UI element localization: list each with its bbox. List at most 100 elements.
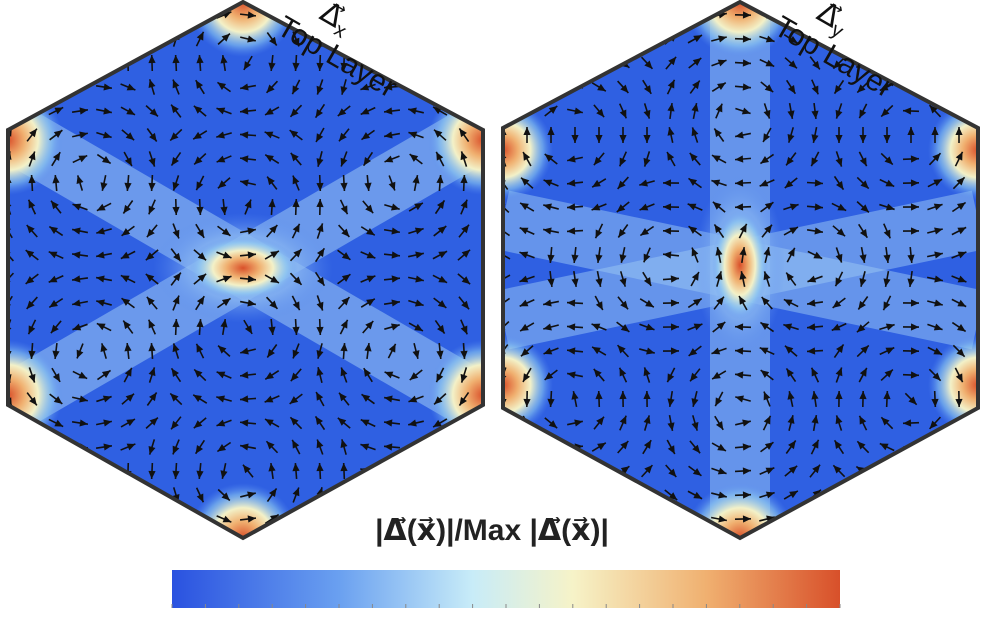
field-arrow-head (739, 223, 747, 233)
field-arrow-head (126, 107, 136, 115)
field-arrow-shaft (615, 11, 631, 19)
field-arrow-head (884, 156, 893, 165)
field-arrow-head (523, 152, 531, 161)
field-arrow-shaft (24, 11, 40, 19)
field-arrow-head (30, 35, 40, 43)
field-arrow-shaft (95, 61, 113, 65)
field-arrow-head (807, 323, 816, 331)
field-arrow-shaft (8, 465, 15, 477)
field-arrow-head (789, 490, 798, 499)
field-arrow-shaft (615, 515, 631, 523)
field-arrow-shaft (364, 511, 372, 527)
field-arrow-head (742, 59, 751, 67)
field-arrow-head (763, 415, 771, 425)
field-arrow-head (247, 227, 256, 235)
field-arrow-head (340, 205, 348, 215)
field-arrow-head (787, 110, 795, 119)
field-arrow-head (100, 343, 108, 352)
field-arrow-shaft (432, 36, 448, 42)
field-arrow-head (292, 301, 300, 311)
field-arrow-head (436, 175, 444, 184)
field-arrow-shaft (407, 493, 425, 497)
field-arrow-head (814, 203, 823, 211)
field-arrow-head (217, 444, 227, 452)
field-arrow-head (103, 467, 112, 475)
field-arrow-shaft (783, 514, 799, 524)
field-arrow-head (503, 103, 507, 113)
field-arrow-head (149, 417, 158, 426)
field-arrow-head (860, 204, 869, 213)
field-arrow-head (244, 199, 252, 209)
field-arrow-head (148, 494, 156, 503)
field-arrow-head (391, 299, 400, 307)
field-arrow-head (148, 157, 156, 167)
field-arrow-head (360, 443, 370, 451)
field-arrow-head (927, 35, 936, 43)
field-arrow-head (597, 467, 607, 475)
field-arrow-head (240, 419, 249, 427)
field-arrow-shaft (48, 59, 64, 67)
field-arrow-head (384, 107, 393, 115)
field-arrow-head (834, 84, 842, 94)
field-arrow-head (619, 415, 627, 425)
field-arrow-shaft (193, 8, 207, 22)
field-arrow-head (220, 470, 228, 479)
field-arrow-head (879, 467, 889, 475)
field-arrow-head (503, 444, 508, 454)
field-arrow-head (595, 135, 603, 143)
field-arrow-head (409, 154, 419, 162)
field-arrow-head (100, 517, 108, 527)
field-arrow-head (461, 276, 471, 285)
field-arrow-head (341, 228, 350, 237)
field-arrow-head (408, 59, 417, 67)
field-arrow-head (121, 228, 131, 236)
field-arrow-head (907, 127, 915, 135)
field-arrow-head (835, 391, 843, 400)
field-arrow-head (956, 348, 965, 357)
field-arrow-head (54, 467, 64, 475)
field-arrow-head (859, 415, 867, 425)
field-arrow-head (390, 203, 400, 211)
field-arrow-head (927, 467, 937, 475)
field-arrow-head (247, 11, 256, 19)
field-arrow-head (883, 391, 891, 400)
field-arrow-head (525, 58, 534, 67)
field-arrow-shaft (687, 11, 703, 19)
right-heatmap (503, 2, 978, 538)
field-arrow-head (240, 179, 249, 187)
field-arrow-head (931, 398, 939, 407)
field-arrow-head (693, 11, 703, 19)
field-arrow-head (408, 107, 417, 115)
field-arrow-head (126, 419, 135, 427)
field-arrow-head (787, 247, 795, 257)
field-arrow-head (910, 347, 919, 355)
field-arrow-shaft (24, 466, 40, 476)
field-arrow-head (718, 491, 727, 499)
field-arrow-shaft (341, 486, 347, 504)
field-arrow-head (216, 107, 226, 115)
field-arrow-shaft (170, 511, 182, 527)
field-arrow-head (617, 345, 626, 354)
field-arrow-head (693, 323, 703, 331)
field-arrow-head (361, 394, 371, 402)
field-arrow-shaft (24, 82, 40, 92)
field-arrow-head (859, 391, 867, 400)
field-arrow-head (523, 398, 531, 407)
field-arrow-head (690, 372, 698, 382)
field-arrow-head (269, 488, 277, 498)
field-arrow-head (786, 272, 794, 282)
field-arrow-head (597, 491, 607, 499)
field-arrow-head (811, 415, 819, 424)
field-arrow-head (691, 103, 699, 112)
field-arrow-shaft (855, 11, 871, 19)
field-arrow-shaft (149, 31, 155, 47)
field-arrow-head (408, 131, 418, 139)
field-arrow-shaft (383, 493, 401, 497)
field-arrow-shaft (879, 467, 895, 475)
field-arrow-head (54, 419, 64, 427)
field-arrow-head (931, 127, 939, 135)
field-arrow-shaft (8, 514, 16, 524)
field-arrow-head (408, 467, 417, 475)
field-arrow-head (120, 275, 130, 283)
field-arrow-head (858, 300, 866, 310)
